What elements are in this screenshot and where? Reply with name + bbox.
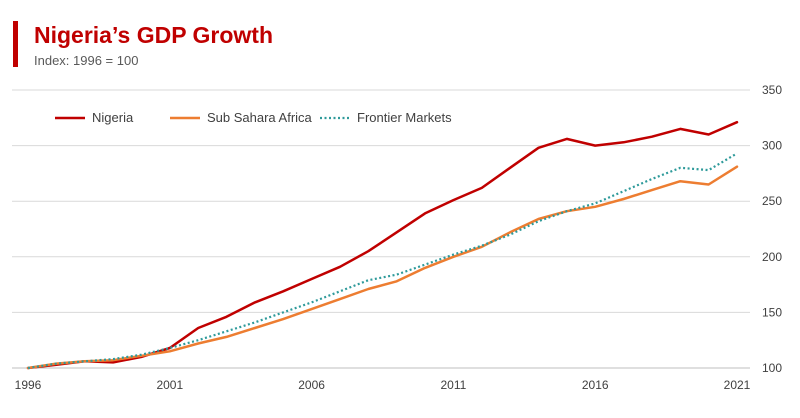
series-line-nigeria [26,120,739,370]
y-tick-label-250: 250 [762,194,782,208]
legend-label-sub-sahara-africa: Sub Sahara Africa [207,110,313,125]
x-tick-label-2021: 2021 [724,378,751,392]
x-tick-label-2011: 2011 [440,378,466,392]
x-tick-label-2006: 2006 [298,378,325,392]
y-tick-label-300: 300 [762,139,782,153]
y-tick-label-200: 200 [762,250,782,264]
y-tick-label-150: 150 [762,305,782,319]
legend-label-nigeria: Nigeria [92,110,134,125]
x-tick-label-1996: 1996 [15,378,42,392]
series-line-sub-sahara-africa [26,165,739,370]
x-tick-label-2001: 2001 [156,378,183,392]
chart-subtitle: Index: 1996 = 100 [34,53,139,68]
title-accent-bar [13,21,18,67]
series-line-frontier-markets [27,152,738,370]
y-tick-label-100: 100 [762,361,782,375]
chart-title: Nigeria’s GDP Growth [34,22,273,48]
y-tick-label-350: 350 [762,83,782,97]
x-tick-label-2016: 2016 [582,378,609,392]
legend-label-frontier-markets: Frontier Markets [357,110,452,125]
